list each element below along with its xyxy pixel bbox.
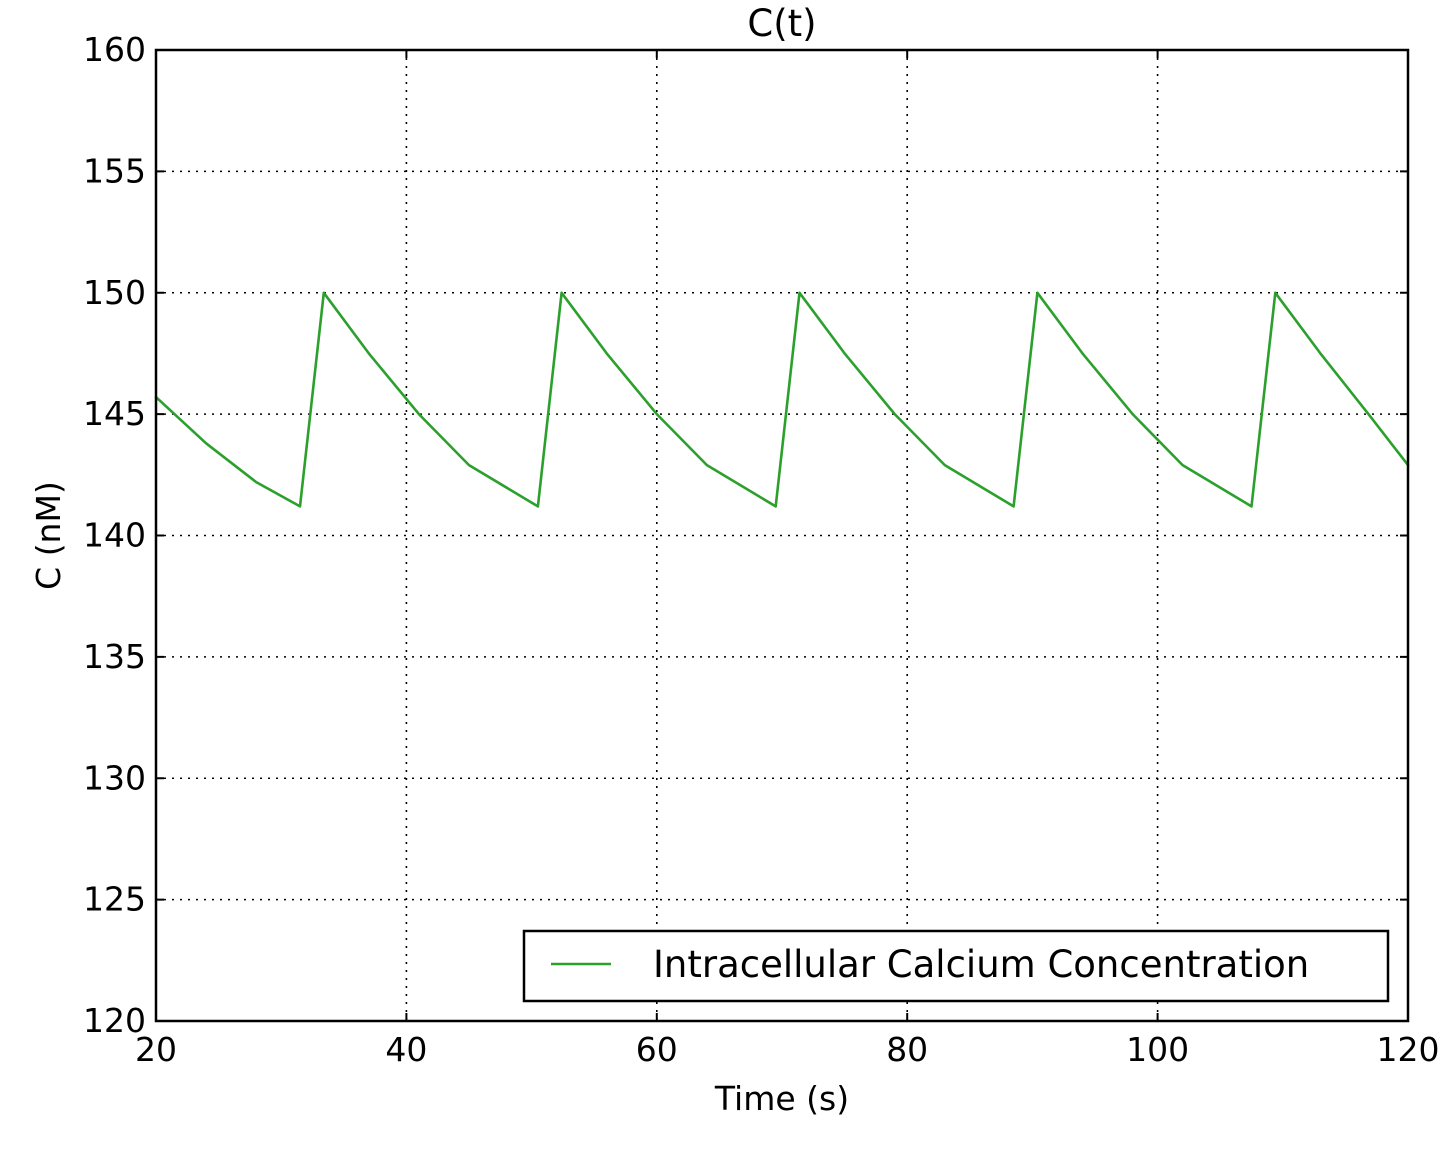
legend-label: Intracellular Calcium Concentration — [653, 943, 1309, 986]
x-axis-label: Time (s) — [714, 1079, 849, 1118]
y-tick-label: 160 — [83, 30, 146, 69]
y-tick-label: 120 — [83, 1001, 146, 1040]
legend-box — [522, 929, 1390, 1003]
y-tick-label: 145 — [83, 394, 146, 433]
series-layer — [154, 291, 1410, 508]
legend: Intracellular Calcium Concentration — [522, 929, 1390, 1003]
tick-labels: 20 40 60 80 100 120 120 125 130 135 140 145 150 155 16… — [83, 30, 1440, 1069]
x-tick-label: 20 — [135, 1030, 177, 1069]
grid — [156, 50, 1408, 1021]
y-tick-label: 130 — [83, 758, 146, 797]
y-axis-label: C (nM) — [29, 481, 68, 590]
y-tick-label: 140 — [83, 516, 146, 555]
y-tick-label: 135 — [83, 637, 146, 676]
series-line — [154, 291, 1410, 508]
y-tick-label: 155 — [83, 151, 146, 190]
x-tick-label: 80 — [886, 1030, 928, 1069]
y-tick-label: 125 — [83, 880, 146, 919]
x-tick-label: 60 — [636, 1030, 678, 1069]
ticks — [155, 49, 1409, 1022]
x-tick-label: 40 — [385, 1030, 427, 1069]
x-tick-label: 100 — [1126, 1030, 1189, 1069]
x-tick-label: 120 — [1377, 1030, 1440, 1069]
y-tick-label: 150 — [83, 273, 146, 312]
chart-title: C(t) — [747, 2, 816, 45]
